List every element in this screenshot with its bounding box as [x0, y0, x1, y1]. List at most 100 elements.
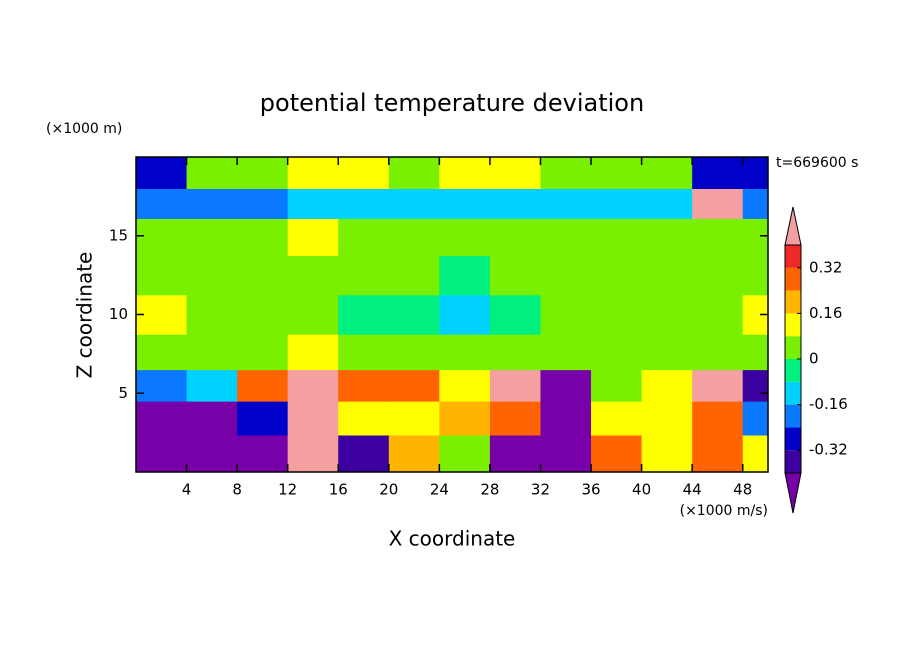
- y-tick-label: 15: [109, 226, 128, 244]
- contour-cell: [489, 401, 541, 436]
- contour-cell: [540, 188, 592, 219]
- contour-cell: [489, 218, 541, 256]
- contour-cell: [287, 294, 339, 335]
- contour-cell: [338, 334, 390, 371]
- contour-cell: [742, 218, 769, 256]
- contour-cell: [439, 369, 491, 402]
- colorbar-tick-label: 0: [809, 350, 819, 368]
- contour-cell: [540, 294, 592, 335]
- contour-cell: [742, 434, 769, 473]
- contour-cell: [186, 401, 238, 436]
- contour-cell: [742, 157, 769, 189]
- contour-cell: [338, 434, 390, 473]
- contour-cell: [591, 334, 643, 371]
- contour-cell: [439, 401, 491, 436]
- x-tick-label: 48: [733, 481, 752, 499]
- contour-cell: [641, 401, 693, 436]
- contour-cell: [692, 369, 744, 402]
- contour-cell: [287, 369, 339, 402]
- contour-cell: [439, 294, 491, 335]
- colorbar-segment: [785, 245, 801, 268]
- contour-cell: [237, 188, 289, 219]
- x-axis-label: X coordinate: [389, 527, 516, 551]
- contour-cell: [641, 294, 693, 335]
- colorbar-segment: [785, 290, 801, 314]
- contour-cell: [338, 218, 390, 256]
- colorbar-tick-label: -0.16: [809, 395, 848, 413]
- contour-cell: [388, 334, 440, 371]
- contour-cell: [742, 255, 769, 296]
- contour-cell: [388, 188, 440, 219]
- contour-cell: [439, 157, 491, 189]
- x-tick-label: 20: [379, 481, 398, 499]
- contour-cell: [692, 401, 744, 436]
- colorbar-segment: [785, 404, 801, 428]
- contour-cell: [186, 294, 238, 335]
- y-axis-label: Z coordinate: [73, 252, 97, 379]
- colorbar-tick-label: 0.32: [809, 258, 842, 276]
- x-tick-label: 28: [480, 481, 499, 499]
- contour-cell: [540, 157, 592, 189]
- contour-cell: [742, 369, 769, 402]
- contour-cell: [692, 294, 744, 335]
- contour-cell: [388, 255, 440, 296]
- contour-cell: [287, 334, 339, 371]
- x-unit: (×1000 m/s): [680, 503, 768, 519]
- colorbar-segment: [785, 359, 801, 382]
- contour-cell: [287, 188, 339, 219]
- contour-cell: [237, 334, 289, 371]
- contour-cell: [287, 157, 339, 189]
- contour-cell: [237, 369, 289, 402]
- contour-cell: [388, 218, 440, 256]
- contour-cell: [489, 157, 541, 189]
- contour-cell: [439, 434, 491, 473]
- x-tick-label: 36: [581, 481, 600, 499]
- contour-cell: [136, 255, 188, 296]
- contour-cell: [641, 218, 693, 256]
- contour-cell: [591, 255, 643, 296]
- colorbar-segment: [785, 336, 801, 359]
- contour-cell: [237, 294, 289, 335]
- contour-cell: [186, 255, 238, 296]
- chart-title: potential temperature deviation: [260, 89, 644, 117]
- y-tick-label: 5: [118, 384, 128, 402]
- contour-cell: [742, 188, 769, 219]
- contour-cell: [338, 369, 390, 402]
- contour-cell: [287, 401, 339, 436]
- contour-cell: [388, 157, 440, 189]
- x-tick-label: 44: [683, 481, 702, 499]
- contour-cell: [742, 334, 769, 371]
- contour-cell: [338, 294, 390, 335]
- contour-cell: [136, 334, 188, 371]
- contour-cell: [489, 369, 541, 402]
- colorbar-segment: [785, 427, 801, 451]
- contour-cell: [439, 334, 491, 371]
- contour-cell: [136, 294, 188, 335]
- x-tick-label: 32: [531, 481, 550, 499]
- contour-cell: [186, 157, 238, 189]
- contour-cell: [237, 434, 289, 473]
- contour-cell: [439, 255, 491, 296]
- contour-cell: [692, 157, 744, 189]
- x-tick-label: 8: [232, 481, 242, 499]
- contour-cell: [287, 255, 339, 296]
- contour-cell: [136, 369, 188, 402]
- contour-cell: [641, 334, 693, 371]
- contour-cell: [692, 188, 744, 219]
- contour-cell: [641, 255, 693, 296]
- contour-cell: [388, 294, 440, 335]
- contour-cell: [540, 369, 592, 402]
- contour-cell: [237, 255, 289, 296]
- contour-cell: [186, 334, 238, 371]
- contour-cell: [136, 188, 188, 219]
- contour-cell: [591, 401, 643, 436]
- contour-cell: [439, 218, 491, 256]
- x-tick-label: 16: [329, 481, 348, 499]
- contour-cell: [237, 218, 289, 256]
- contour-cell: [692, 434, 744, 473]
- contour-cell: [489, 294, 541, 335]
- colorbar-segment: [785, 267, 801, 291]
- contour-cell: [742, 401, 769, 436]
- contour-cell: [338, 157, 390, 189]
